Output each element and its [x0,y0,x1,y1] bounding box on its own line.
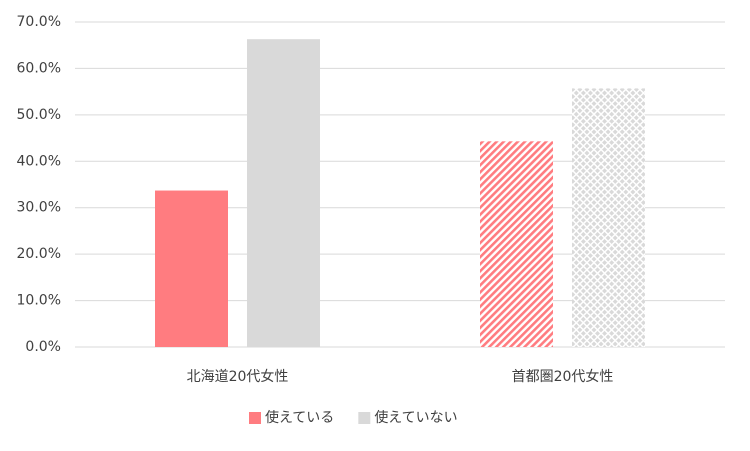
y-tick-label: 70.0% [17,14,61,30]
y-tick-label: 30.0% [17,200,61,216]
bar [480,141,553,347]
y-tick-label: 10.0% [17,293,61,309]
bar [247,39,320,348]
legend-label: 使えていない [374,409,457,426]
legend-swatch [358,412,371,424]
y-tick-label: 50.0% [17,107,61,123]
bar [572,88,645,348]
y-tick-label: 20.0% [17,246,61,262]
x-tick-label: 首都圏20代女性 [512,368,614,385]
bar [155,190,228,347]
legend-label: 使えている [265,409,334,426]
y-tick-label: 40.0% [17,153,61,169]
y-tick-label: 0.0% [25,339,61,355]
y-tick-label: 60.0% [17,60,61,76]
legend-swatch [249,412,261,424]
x-tick-label: 北海道20代女性 [187,368,289,385]
